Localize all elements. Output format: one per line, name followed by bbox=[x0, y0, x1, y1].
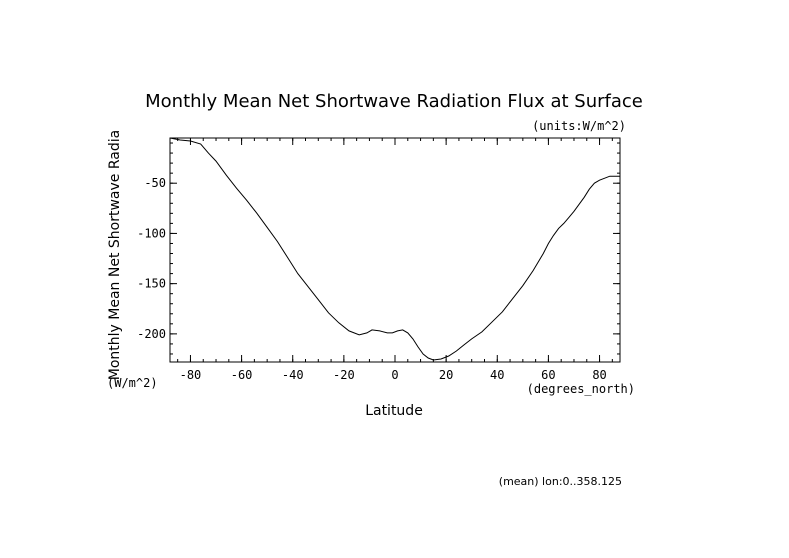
x-tick-label: 20 bbox=[439, 368, 453, 382]
y-tick-label: -50 bbox=[144, 176, 166, 190]
x-units-label: (degrees_north) bbox=[527, 382, 635, 396]
footer-note: (mean) lon:0..358.125 bbox=[499, 475, 622, 488]
chart-title: Monthly Mean Net Shortwave Radiation Flu… bbox=[145, 91, 643, 112]
x-tick-label: 40 bbox=[490, 368, 504, 382]
y-tick-label: -100 bbox=[137, 226, 166, 240]
y-tick-label: -150 bbox=[137, 277, 166, 291]
x-tick-label: 60 bbox=[541, 368, 555, 382]
x-axis-label: Latitude bbox=[365, 403, 423, 419]
x-tick-label: -40 bbox=[282, 368, 304, 382]
x-tick-label: -80 bbox=[180, 368, 202, 382]
y-units-label: (W/m^2) bbox=[107, 376, 158, 390]
x-tick-label: -60 bbox=[231, 368, 253, 382]
plot-frame bbox=[169, 137, 621, 363]
series-group bbox=[169, 137, 620, 361]
x-tick-label: -20 bbox=[333, 368, 355, 382]
y-axis-label: Monthly Mean Net Shortwave Radia bbox=[107, 130, 123, 380]
axis-ticks bbox=[170, 138, 620, 362]
units-note: (units:W/m^2) bbox=[532, 119, 626, 133]
tick-labels: -80 -60 -40 -20 0 20 40 60 80-50-100-150-200 bbox=[137, 176, 607, 382]
series-line bbox=[169, 137, 620, 361]
x-tick-label: 0 bbox=[391, 368, 398, 382]
x-tick-label: 80 bbox=[592, 368, 606, 382]
y-tick-label: -200 bbox=[137, 327, 166, 341]
